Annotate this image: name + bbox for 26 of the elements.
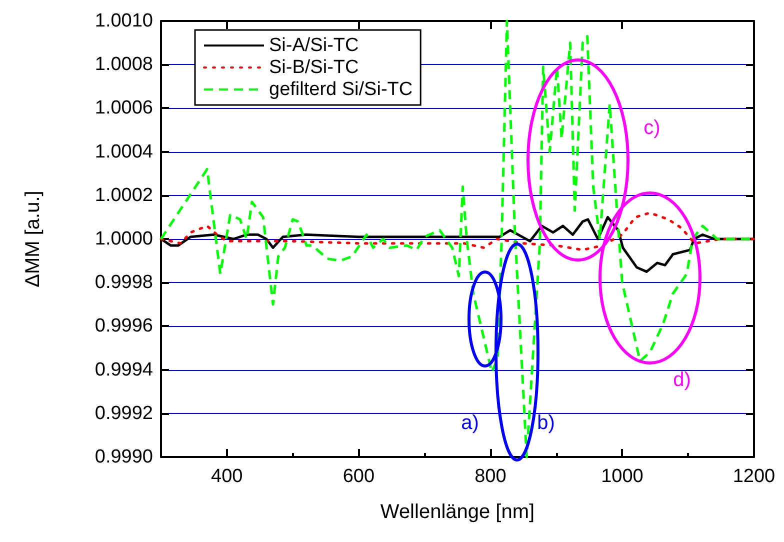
x-tick-label: 600 bbox=[342, 466, 375, 487]
x-tick-label: 1000 bbox=[601, 466, 644, 487]
x-tick-label: 1200 bbox=[732, 466, 776, 487]
y-tick-label: 1.0000 bbox=[94, 228, 153, 250]
y-tick-label: 1.0006 bbox=[94, 98, 153, 119]
y-tick-label: 0.9994 bbox=[94, 359, 154, 380]
x-axis-title: Wellenlänge [nm] bbox=[380, 501, 535, 523]
annotation: b) bbox=[537, 412, 555, 434]
legend-label: gefilterd Si/Si-TC bbox=[269, 79, 413, 100]
annotation: c) bbox=[644, 117, 660, 139]
annotation: a) bbox=[461, 412, 479, 434]
line-series bbox=[160, 212, 756, 252]
x-tick-label: 800 bbox=[474, 466, 506, 487]
y-axis-title: ΔMM [a.u.] bbox=[22, 190, 44, 288]
y-tick-label: 1.0002 bbox=[94, 184, 153, 206]
y-tick-label: 1.0004 bbox=[94, 141, 154, 162]
legend-label: Si-A/Si-TC bbox=[269, 35, 359, 56]
y-tick-label: 0.9998 bbox=[94, 272, 153, 294]
y-tick-label: 0.9996 bbox=[94, 316, 153, 337]
x-tick-label: 400 bbox=[211, 466, 243, 487]
annotation: d) bbox=[673, 369, 691, 391]
y-tick-label: 0.9990 bbox=[94, 446, 153, 468]
legend-label: Si-B/Si-TC bbox=[269, 57, 359, 78]
y-tick-label: 1.0008 bbox=[94, 54, 153, 76]
y-tick-label: 0.9992 bbox=[94, 402, 153, 424]
y-tick-label: 1.0010 bbox=[94, 10, 153, 32]
